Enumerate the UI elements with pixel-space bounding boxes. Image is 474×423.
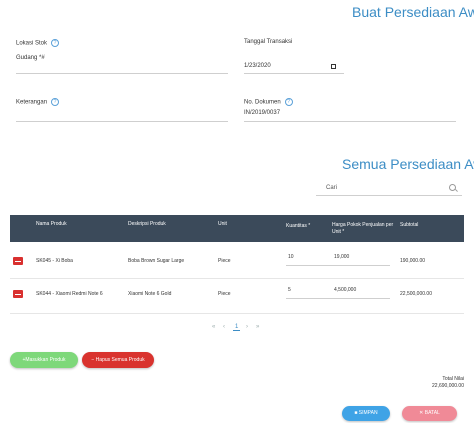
no-dokumen-underline — [244, 121, 456, 122]
col-harga-pokok: Harga Pokok Penjualan per Unit * — [332, 222, 394, 235]
gudang-select[interactable] — [16, 73, 228, 74]
delete-row-button[interactable] — [13, 290, 23, 298]
tanggal-underline — [244, 73, 344, 74]
save-label: SIMPAN — [358, 410, 378, 416]
cell-deskripsi: Boba Brown Sugar Large — [128, 258, 185, 264]
qty-input[interactable]: 5 — [286, 285, 334, 299]
cell-deskripsi: Xiaomi Note 6 Gold — [128, 291, 172, 297]
list-title: Semua Persediaan Awal — [342, 156, 474, 172]
cancel-button[interactable]: ✕ BATAL — [402, 406, 457, 421]
pagination: « ‹ 1 › » — [208, 323, 268, 335]
pagination-last[interactable]: » — [256, 324, 260, 330]
keterangan-label-text: Keterangan — [16, 99, 48, 106]
search-icon[interactable] — [449, 184, 456, 191]
cell-unit: Piece — [218, 258, 231, 264]
no-dokumen-label: No. Dokumen? — [244, 98, 293, 106]
help-icon[interactable]: ? — [51, 98, 60, 106]
no-dokumen-input[interactable]: IN/2019/0037 — [244, 110, 281, 116]
row-divider — [10, 313, 464, 314]
lokasi-stok-label: Lokasi Stok? — [16, 39, 60, 47]
table-row: SK045 - Xi Boba Boba Brown Sugar Large P… — [10, 242, 464, 278]
pagination-next[interactable]: › — [246, 324, 248, 330]
remove-all-products-button[interactable]: − Hapus Semua Produk — [82, 352, 154, 368]
lokasi-stok-label-text: Lokasi Stok — [16, 40, 48, 47]
harga-value: 4,500,000 — [334, 287, 357, 293]
qty-value: 5 — [288, 287, 291, 293]
keterangan-input[interactable] — [16, 121, 228, 122]
save-icon: ■ — [354, 410, 359, 416]
cell-nama: SK044 - Xiaomi Redmi Note 6 — [36, 291, 103, 297]
page-title: Buat Persediaan Awal — [352, 4, 474, 20]
total-value: 22,690,000.00 — [432, 383, 464, 389]
pagination-prev[interactable]: ‹ — [223, 324, 225, 330]
search-placeholder: Cari — [326, 185, 338, 191]
cell-subtotal: 22,500,000.00 — [400, 291, 432, 297]
harga-input[interactable]: 4,500,000 — [332, 285, 390, 299]
delete-row-button[interactable] — [13, 257, 23, 265]
table-row: SK044 - Xiaomi Redmi Note 6 Xiaomi Note … — [10, 279, 464, 313]
add-product-button[interactable]: +Masukkan Produk — [10, 352, 78, 368]
search-input[interactable]: Cari — [316, 181, 462, 196]
col-unit: Unit — [218, 221, 227, 227]
pagination-page-1[interactable]: 1 — [233, 324, 241, 331]
table-header: Nama Produk Deskripsi Produk Unit Kuanti… — [10, 215, 464, 242]
row-divider — [10, 278, 464, 279]
qty-value: 10 — [288, 254, 294, 260]
col-subtotal: Subtotal — [400, 222, 419, 228]
gudang-label: Gudang *# — [16, 55, 45, 61]
total-label: Total Nilai — [442, 376, 464, 382]
keterangan-label: Keterangan? — [16, 98, 60, 106]
save-button[interactable]: ■ SIMPAN — [342, 406, 390, 421]
cell-subtotal: 190,000.00 — [400, 258, 426, 264]
col-deskripsi-produk: Deskripsi Produk — [128, 221, 166, 227]
col-kuantitas: Kuantitas * — [286, 223, 311, 229]
help-icon[interactable]: ? — [284, 98, 293, 106]
harga-value: 19,000 — [334, 254, 350, 260]
harga-input[interactable]: 19,000 — [332, 252, 390, 266]
tanggal-label: Tanggal Transaksi — [244, 39, 293, 45]
tanggal-input[interactable]: 1/23/2020 — [244, 63, 271, 69]
cell-nama: SK045 - Xi Boba — [36, 258, 73, 264]
no-dokumen-label-text: No. Dokumen — [244, 99, 281, 106]
cell-unit: Piece — [218, 291, 231, 297]
col-nama-produk: Nama Produk — [36, 221, 67, 227]
pagination-first[interactable]: « — [212, 324, 216, 330]
calendar-icon[interactable] — [331, 64, 336, 69]
qty-input[interactable]: 10 — [286, 252, 334, 266]
help-icon[interactable]: ? — [51, 39, 60, 47]
